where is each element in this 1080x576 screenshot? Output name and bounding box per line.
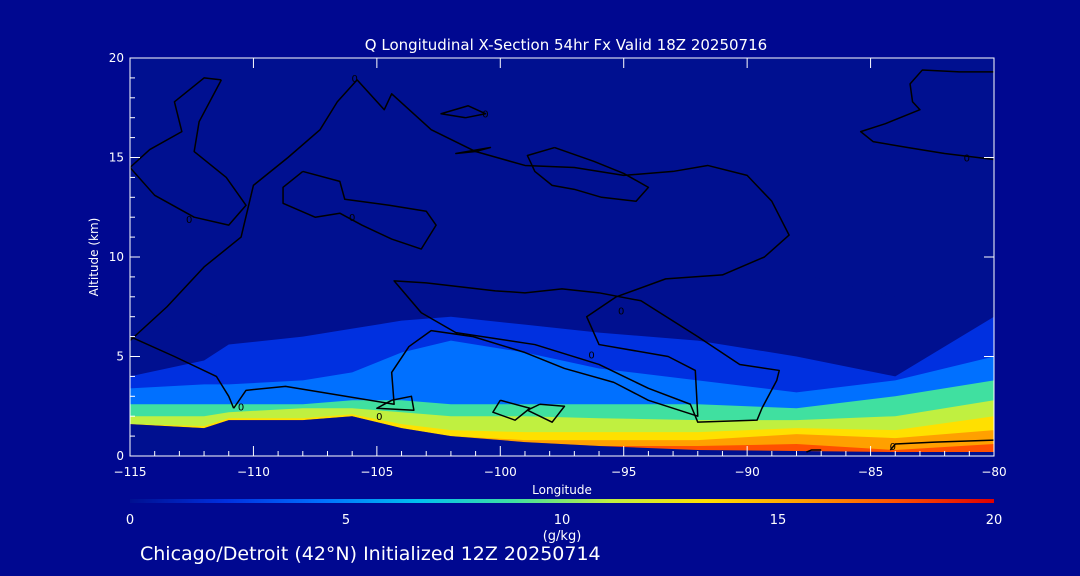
y-tick-label: 5 [116,350,124,364]
contour-label-6: 0 [588,351,594,362]
x-tick-label: −115 [114,465,147,479]
footer-caption: Chicago/Detroit (42°N) Initialized 12Z 2… [140,543,601,565]
contour-line-2 [376,395,415,411]
contour-line-3 [492,399,531,421]
x-tick-label: −100 [484,465,517,479]
y-tick-label: 15 [109,151,124,165]
y-tick-label: 20 [109,51,124,65]
contour-lines [130,69,994,453]
x-tick-label: −105 [360,465,393,479]
contour-line-9 [440,105,487,119]
colorbar-tick-label: 15 [770,513,787,528]
colorbar-tick-label: 0 [126,513,134,528]
contour-line-13 [806,449,822,453]
contour-line-6 [130,77,247,226]
x-axis-label: Longitude [532,483,592,497]
contour-label-4: 0 [349,213,355,224]
contour-label-5: 0 [618,307,624,318]
terrain-shape [130,416,994,456]
chart-title: Q Longitudinal X-Section 54hr Fx Valid 1… [365,36,767,54]
y-tick-label: 10 [109,250,124,264]
contour-label-0: 0 [351,74,357,85]
x-tick-label: −95 [611,465,636,479]
contour-label-2: 0 [376,412,382,423]
x-axis-ticks: −115 −110 −105 −100 −95 −90 −85 −80 [114,58,1007,479]
contour-line-0 [130,79,790,417]
contour-label-8: 0 [964,154,970,165]
y-axis-ticks: 0 5 10 15 20 [109,51,994,463]
contour-label-7: 0 [890,442,896,453]
y-axis-label: Altitude (km) [87,218,101,297]
contour-line-1 [130,335,235,409]
contour-label-1: 0 [238,402,244,413]
colorbar [130,499,994,503]
contour-line-7 [282,170,437,250]
contour-line-11 [859,69,994,161]
contour-line-12 [889,439,994,451]
x-tick-label: −80 [981,465,1006,479]
x-tick-label: −85 [858,465,883,479]
y-tick-label: 0 [116,449,124,463]
colorbar-tick-label: 10 [554,513,571,528]
colorbar-ticks: 0 5 10 15 20 [126,513,1002,528]
contour-labels: 0 0 0 0 0 0 0 0 0 0 [186,74,970,453]
terrain-mask [130,416,994,456]
contour-line-10 [455,146,492,155]
colorbar-tick-label: 20 [986,513,1003,528]
contour-line-4 [526,403,566,423]
x-tick-label: −90 [734,465,759,479]
contour-label-3: 0 [482,110,488,121]
contour-line-5 [393,280,780,423]
contour-line-8 [526,146,650,203]
colorbar-tick-label: 5 [342,513,350,528]
contour-label-9: 0 [186,215,192,226]
colorbar-unit-label: (g/kg) [543,529,582,544]
x-tick-label: −110 [237,465,270,479]
